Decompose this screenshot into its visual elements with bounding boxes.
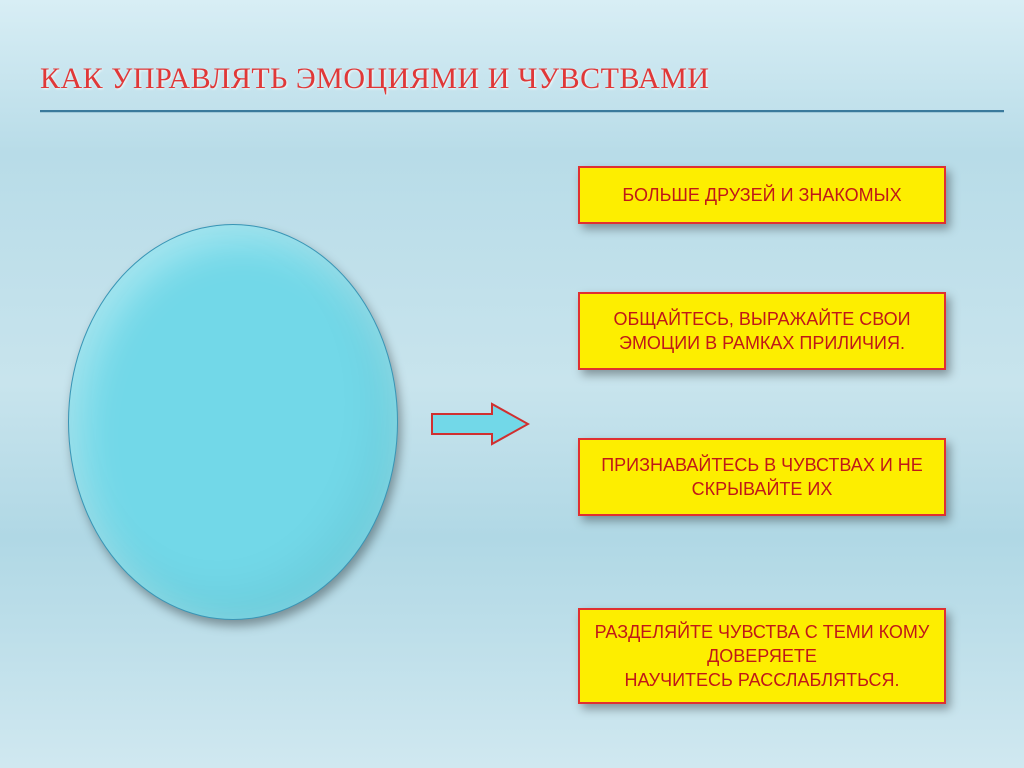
info-box-4: РАЗДЕЛЯЙТЕ ЧУВСТВА С ТЕМИ КОМУ ДОВЕРЯЕТЕ…	[578, 608, 946, 704]
title-underline-light	[40, 112, 1004, 113]
info-box-1: БОЛЬШЕ ДРУЗЕЙ И ЗНАКОМЫХ	[578, 166, 946, 224]
info-box-text: ОБЩАЙТЕСЬ, ВЫРАЖАЙТЕ СВОИ ЭМОЦИИ В РАМКА…	[592, 307, 932, 356]
arrow-right-icon	[430, 402, 530, 446]
ellipse-shape	[68, 224, 398, 620]
info-box-text: РАЗДЕЛЯЙТЕ ЧУВСТВА С ТЕМИ КОМУ ДОВЕРЯЕТЕ…	[592, 620, 932, 693]
info-box-2: ОБЩАЙТЕСЬ, ВЫРАЖАЙТЕ СВОИ ЭМОЦИИ В РАМКА…	[578, 292, 946, 370]
info-box-3: ПРИЗНАВАЙТЕСЬ В ЧУВСТВАХ И НЕ СКРЫВАЙТЕ …	[578, 438, 946, 516]
info-box-text: БОЛЬШЕ ДРУЗЕЙ И ЗНАКОМЫХ	[622, 183, 901, 207]
slide-title: Как управлять эмоциями и чувствами	[40, 62, 984, 96]
slide-title-area: Как управлять эмоциями и чувствами	[40, 62, 984, 96]
info-box-text: ПРИЗНАВАЙТЕСЬ В ЧУВСТВАХ И НЕ СКРЫВАЙТЕ …	[592, 453, 932, 502]
